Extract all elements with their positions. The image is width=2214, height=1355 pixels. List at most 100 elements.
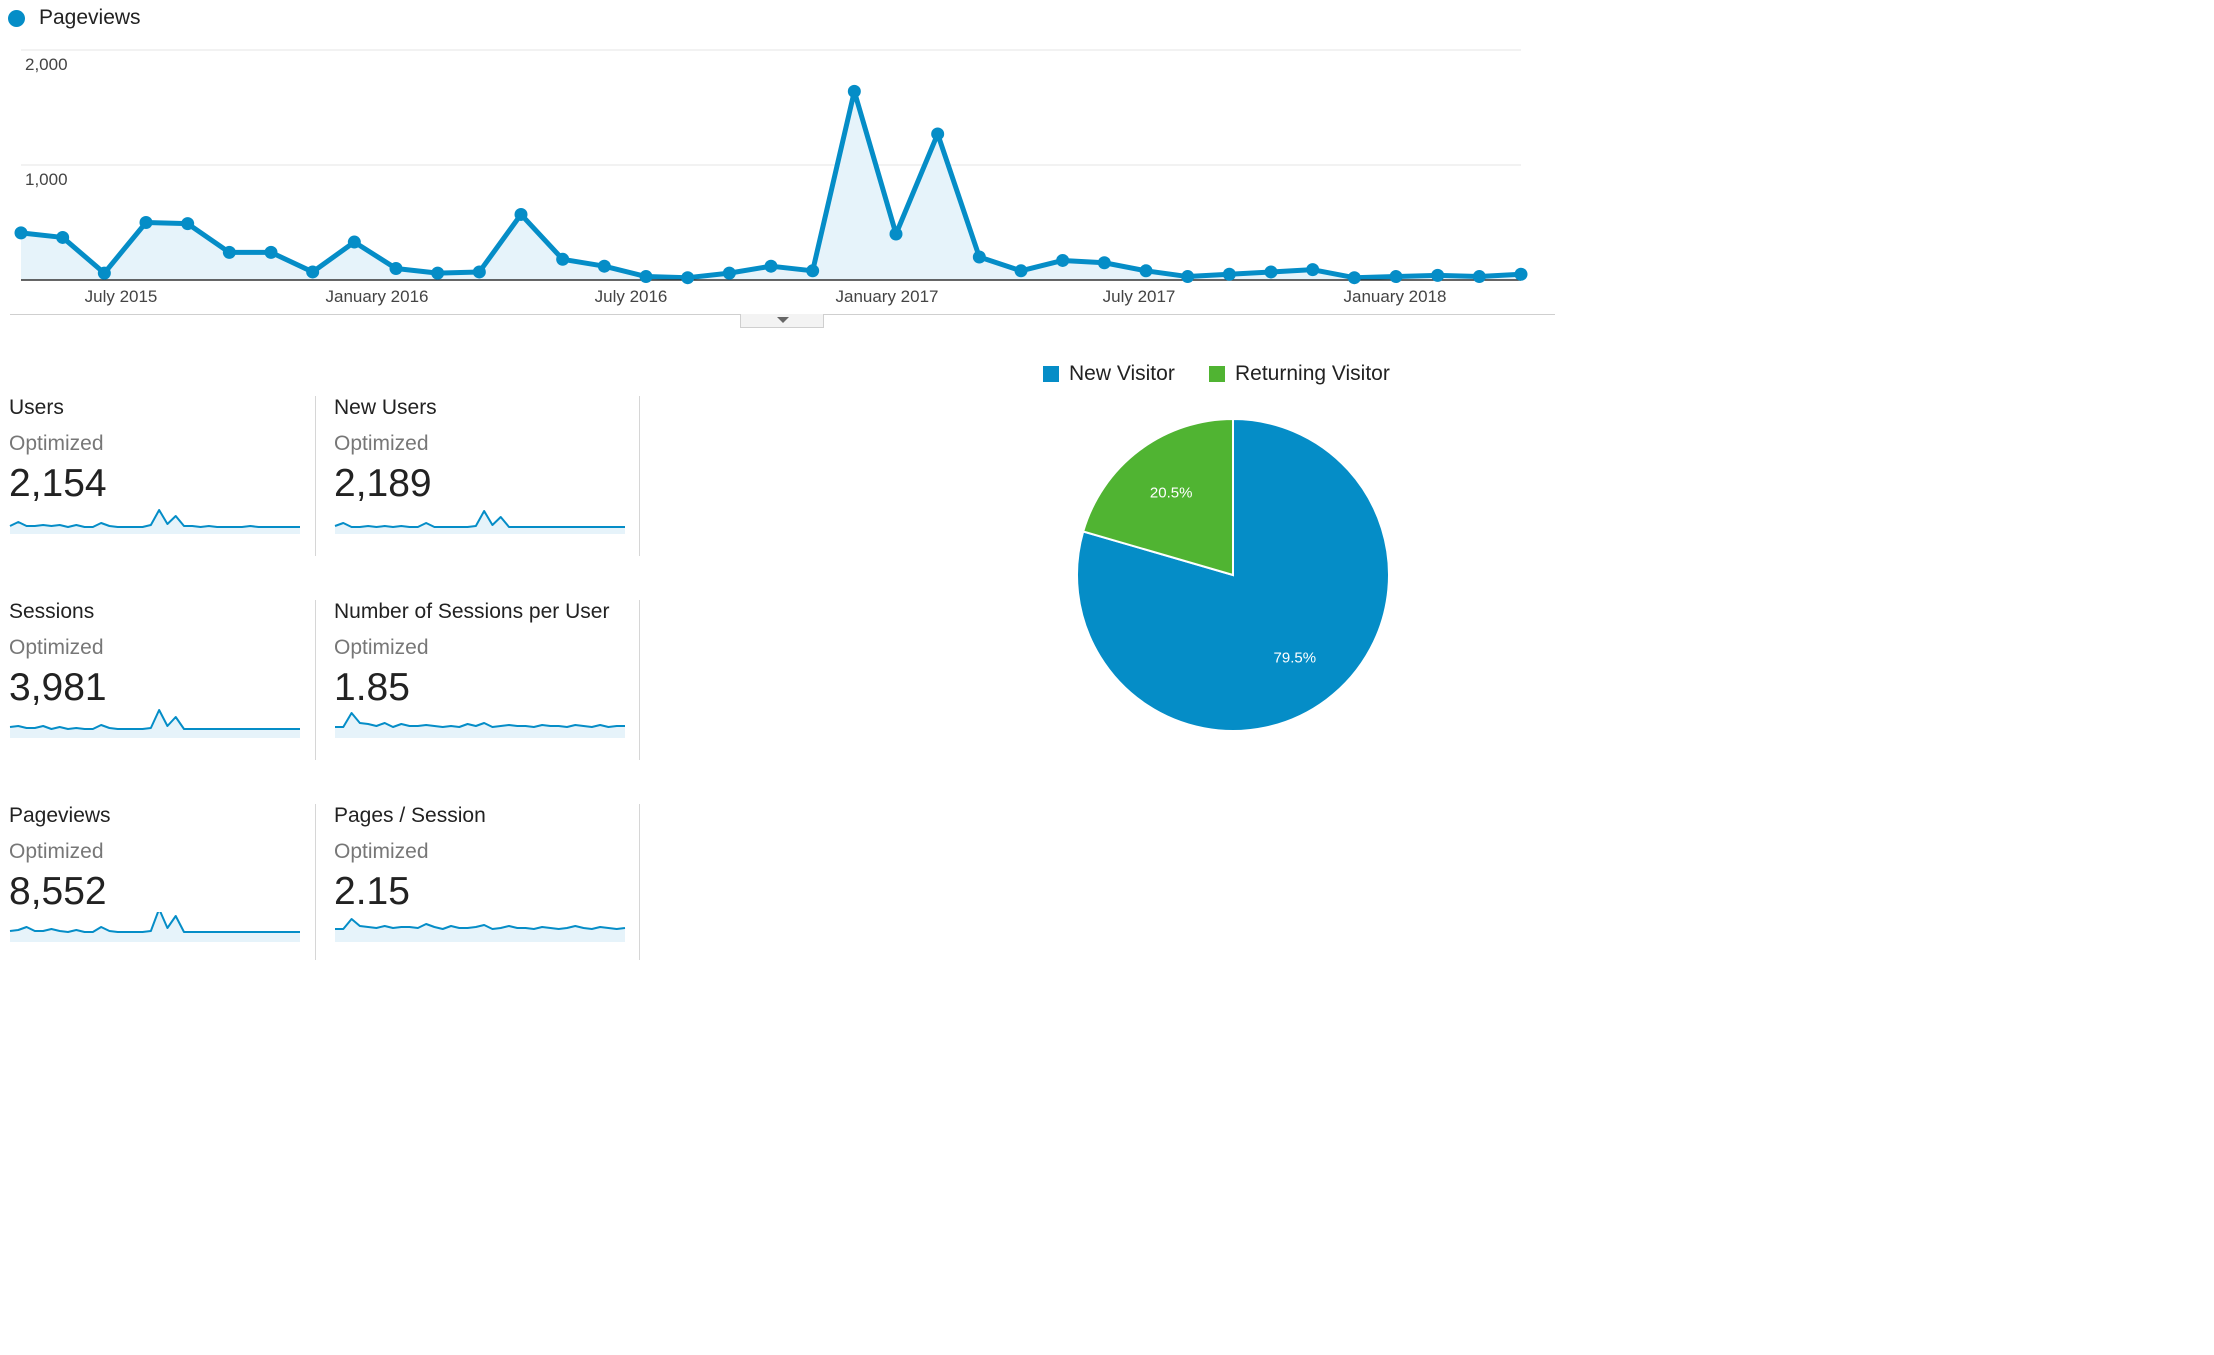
metric-value: 2,154 xyxy=(9,462,107,505)
legend-swatch-pageviews xyxy=(8,9,25,27)
metric-sparkline xyxy=(335,918,626,942)
data-point[interactable] xyxy=(889,227,903,241)
expand-chart-button[interactable] xyxy=(740,314,824,328)
data-point[interactable] xyxy=(139,216,153,229)
metric-tile-pages-per-session[interactable]: Pages / Session Optimized 2.15 xyxy=(334,804,634,964)
sparkline-area xyxy=(335,919,625,942)
legend-swatch-new-visitor xyxy=(1043,366,1059,382)
data-point[interactable] xyxy=(1014,264,1028,278)
metric-tile-pageviews[interactable]: Pageviews Optimized 8,552 xyxy=(9,804,309,964)
metric-sparkline xyxy=(9,709,300,738)
data-point[interactable] xyxy=(181,217,195,231)
data-point[interactable] xyxy=(556,252,570,266)
metric-sparkline xyxy=(335,712,625,738)
chart-legend[interactable]: Pageviews xyxy=(8,6,141,30)
data-point[interactable] xyxy=(14,226,28,240)
data-point[interactable] xyxy=(1097,256,1111,270)
x-tick-label: January 2016 xyxy=(325,287,429,306)
metric-value: 1.85 xyxy=(334,666,410,709)
data-point[interactable] xyxy=(1139,264,1153,278)
chevron-down-icon xyxy=(777,317,789,323)
data-point[interactable] xyxy=(931,127,945,141)
metric-tile-new-users[interactable]: New Users Optimized 2,189 xyxy=(334,396,634,556)
metric-value: 8,552 xyxy=(9,870,107,913)
metric-value: 2,189 xyxy=(334,462,432,505)
data-point[interactable] xyxy=(1181,270,1195,284)
data-point[interactable] xyxy=(472,265,486,279)
sparkline-area xyxy=(10,912,300,942)
series-line xyxy=(20,88,1522,281)
data-point[interactable] xyxy=(681,271,695,285)
data-point[interactable] xyxy=(222,245,236,259)
metric-sparkline xyxy=(9,912,300,942)
data-point[interactable] xyxy=(764,259,778,273)
metric-name: Pages / Session xyxy=(334,804,486,827)
metric-note: Optimized xyxy=(334,840,429,863)
data-point[interactable] xyxy=(1472,270,1486,284)
data-point[interactable] xyxy=(306,265,320,279)
data-point[interactable] xyxy=(1306,263,1320,277)
metric-name: Users xyxy=(9,396,64,419)
data-point[interactable] xyxy=(972,250,986,264)
metric-sparkline xyxy=(334,510,625,534)
data-point[interactable] xyxy=(847,84,861,98)
tile-divider xyxy=(315,396,316,556)
legend-label-pageviews: Pageviews xyxy=(39,6,141,29)
x-tick-label: January 2017 xyxy=(835,287,939,306)
data-point[interactable] xyxy=(56,230,70,244)
data-point[interactable] xyxy=(1056,253,1070,267)
pie-legend-new-visitor[interactable]: New Visitor xyxy=(1043,362,1175,386)
metric-value: 3,981 xyxy=(9,666,107,709)
pie-label-returning-visitor: 20.5% xyxy=(1150,485,1193,502)
data-point[interactable] xyxy=(1514,267,1528,281)
x-tick-label: July 2015 xyxy=(84,287,158,306)
metric-sparkline xyxy=(9,509,300,534)
data-point[interactable] xyxy=(1264,265,1278,279)
sparkline-area xyxy=(10,710,300,738)
metric-tile-sessions-per-user[interactable]: Number of Sessions per User Optimized 1.… xyxy=(334,600,634,760)
data-point[interactable] xyxy=(1431,268,1445,282)
data-point[interactable] xyxy=(1389,270,1403,284)
sparkline-line xyxy=(9,509,300,528)
x-tick-label: January 2018 xyxy=(1343,287,1447,306)
metric-value: 2.15 xyxy=(334,870,410,913)
data-point[interactable] xyxy=(597,259,611,273)
metric-name: Sessions xyxy=(9,600,95,623)
pie-slice-returning-visitor[interactable] xyxy=(1081,417,1234,577)
y-tick-label: 2,000 xyxy=(25,55,68,74)
metric-note: Optimized xyxy=(9,636,104,659)
sparkline-line xyxy=(9,912,300,933)
data-point[interactable] xyxy=(431,266,445,280)
sparkline-area xyxy=(10,510,300,534)
pie-legend-returning-visitor[interactable]: Returning Visitor xyxy=(1209,362,1390,386)
metric-tile-users[interactable]: Users Optimized 2,154 xyxy=(9,396,309,556)
sparkline-line xyxy=(334,510,625,528)
legend-label-returning-visitor: Returning Visitor xyxy=(1235,362,1390,385)
data-point[interactable] xyxy=(1222,267,1236,281)
tile-divider xyxy=(315,600,316,760)
sparkline-area xyxy=(335,511,625,534)
metric-name: Number of Sessions per User xyxy=(334,600,610,623)
tile-divider xyxy=(639,804,640,960)
line-chart-plot xyxy=(14,49,1528,285)
metric-note: Optimized xyxy=(9,840,104,863)
data-point[interactable] xyxy=(264,245,278,259)
data-point[interactable] xyxy=(514,207,528,221)
data-point[interactable] xyxy=(1347,271,1361,285)
legend-swatch-returning-visitor xyxy=(1209,366,1225,382)
data-point[interactable] xyxy=(639,270,653,284)
series-area xyxy=(21,91,1521,281)
tile-divider xyxy=(639,600,640,760)
metric-note: Optimized xyxy=(334,636,429,659)
data-point[interactable] xyxy=(722,266,736,280)
x-tick-label: July 2017 xyxy=(1102,287,1176,306)
pie-label-new-visitor: 79.5% xyxy=(1274,649,1317,666)
data-point[interactable] xyxy=(806,264,820,278)
sparkline-line xyxy=(335,918,626,930)
data-point[interactable] xyxy=(97,266,111,280)
data-point[interactable] xyxy=(347,235,361,249)
data-point[interactable] xyxy=(389,262,403,275)
sparkline-line xyxy=(9,709,300,730)
tile-divider xyxy=(639,396,640,556)
metric-tile-sessions[interactable]: Sessions Optimized 3,981 xyxy=(9,600,309,760)
